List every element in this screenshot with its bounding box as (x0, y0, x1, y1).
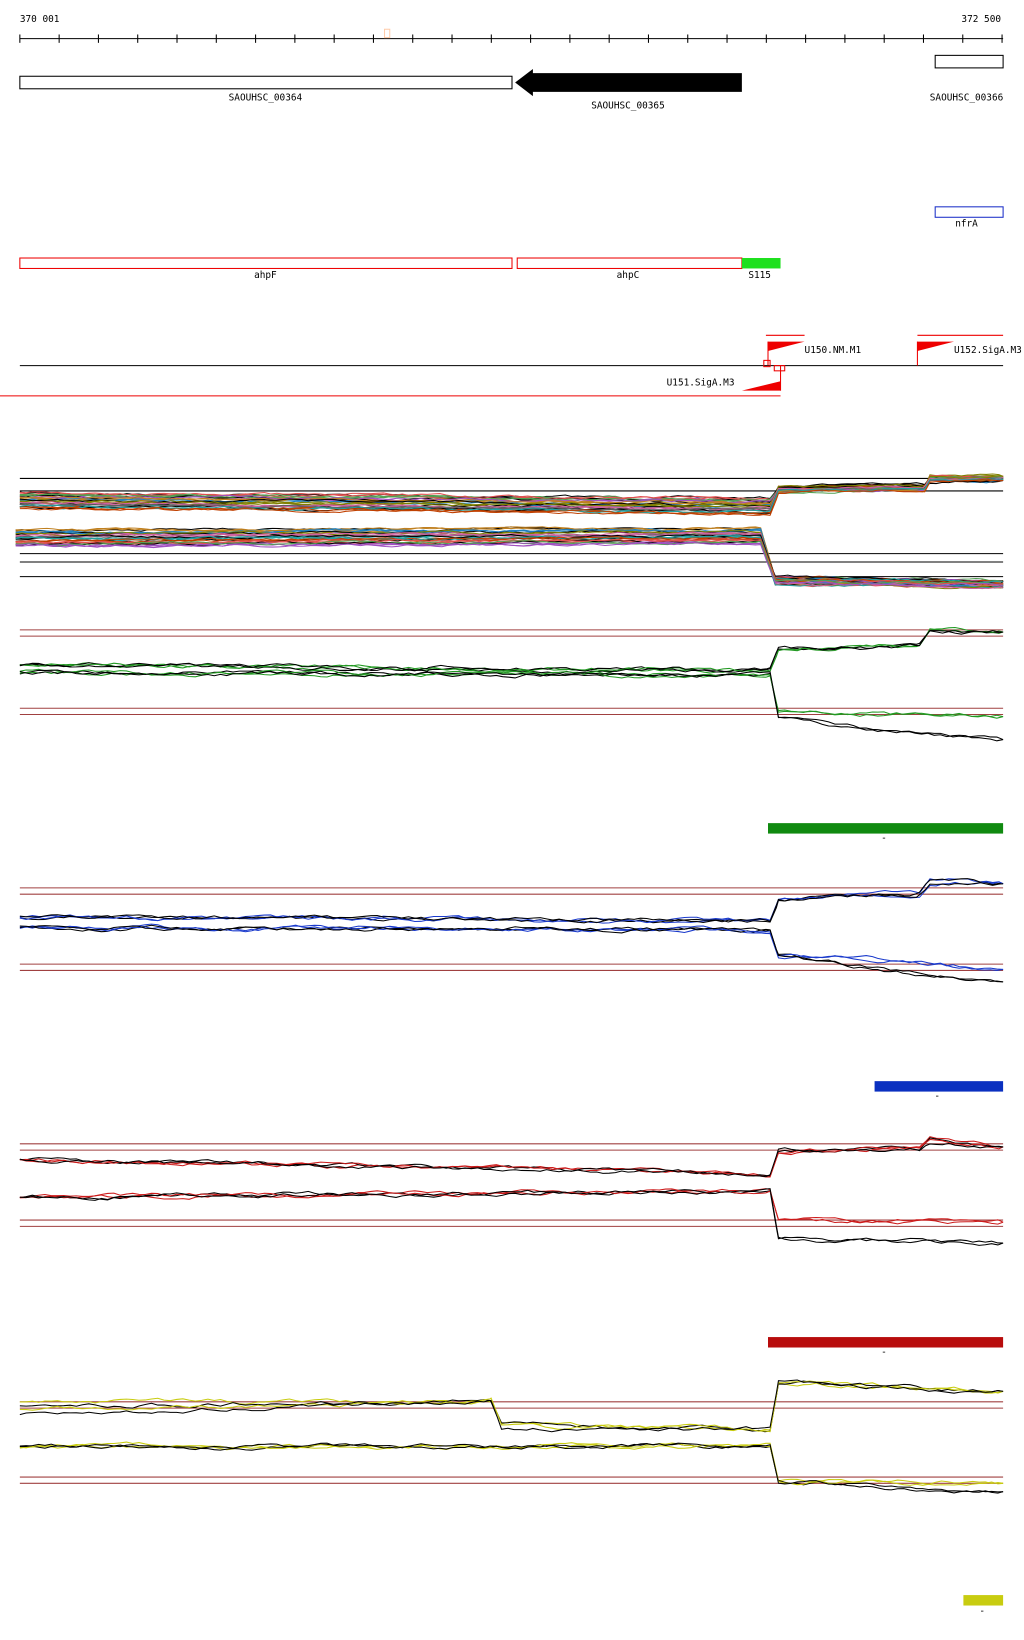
feature-box (19, 257, 513, 269)
gene-label: SAOUHSC_00364 (229, 92, 303, 103)
expression-trace (15, 539, 1004, 586)
promoters: U150.NM.M1 U152.SigA.M3 U151.SigA.M3 (0, 334, 1022, 397)
gene-box (934, 206, 1004, 218)
ruler-ticks (19, 34, 1003, 43)
gene-arrow (517, 73, 742, 92)
expression-trace (19, 1442, 1004, 1486)
gene-box (19, 75, 513, 90)
expression-trace (19, 629, 1004, 673)
expression-trace (19, 626, 1004, 674)
expression-trace (19, 476, 1004, 511)
promoter-marker (773, 365, 786, 372)
ruler: 370 001 372 500 (19, 14, 1004, 43)
expression-trace (19, 1379, 1004, 1433)
expression-trace (19, 668, 1004, 718)
expression-trace (19, 1188, 1004, 1244)
legend-label: - (881, 1347, 887, 1358)
expression-trace (19, 923, 1004, 970)
features: ahpF ahpC S115 (19, 257, 781, 281)
genes: SAOUHSC_00364 SAOUHSC_00365 SAOUHSC_0036… (19, 54, 1004, 230)
expression-trace (19, 1138, 1004, 1178)
expression-trace (15, 528, 1004, 585)
ruler-end: 372 500 (961, 14, 1001, 25)
legend-label: - (881, 833, 887, 844)
expression-trace (19, 628, 1004, 674)
ruler-start: 370 001 (20, 14, 60, 25)
gene-label: SAOUHSC_00365 (591, 101, 665, 112)
promoter-flag (741, 381, 781, 391)
feature-box (516, 257, 743, 269)
gene-label: nfrA (955, 219, 978, 230)
legend-bar (963, 1595, 1004, 1606)
expression-trace (19, 1188, 1004, 1225)
promoter-marker (763, 359, 771, 368)
legend-bar (874, 1081, 1004, 1092)
expression-trace (15, 542, 1004, 587)
promoter-label: U152.SigA.M3 (954, 345, 1022, 356)
expression-trace (19, 668, 1004, 719)
feature-label: S115 (748, 270, 771, 281)
promoter-label: U151.SigA.M3 (667, 377, 735, 388)
legend-bars: - - - - (768, 823, 1004, 1617)
feature-label: ahpC (617, 270, 640, 281)
legend-label: - (934, 1091, 940, 1102)
promoter-flag (768, 341, 805, 351)
ruler-marker (384, 28, 391, 39)
promoter-label: U150.NM.M1 (805, 345, 862, 356)
expression-trace (19, 878, 1004, 924)
gene-box (934, 54, 1004, 69)
expression-trace (19, 669, 1004, 742)
expression-trace (19, 1442, 1004, 1493)
expression-trace (19, 477, 1004, 512)
expression-trace (15, 526, 1004, 586)
expression-trace (19, 475, 1004, 507)
expression-trace (19, 1380, 1004, 1433)
legend-bar (768, 823, 1004, 834)
legend-bar (768, 1337, 1004, 1348)
expression-trace (19, 478, 1004, 516)
expression-trace (19, 882, 1004, 923)
expression-trace (19, 478, 1004, 514)
expression-trace (19, 924, 1004, 972)
expression-trace (19, 1142, 1004, 1178)
expression-traces (15, 473, 1004, 1494)
gene-arrow-head (515, 68, 533, 97)
expression-trace (19, 670, 1004, 741)
expression-trace (19, 924, 1004, 983)
expression-trace (19, 1189, 1004, 1246)
expression-trace (15, 533, 1004, 585)
expression-trace (19, 1442, 1004, 1494)
legend-label: - (979, 1606, 985, 1617)
expression-trace (19, 925, 1004, 983)
expression-trace (15, 536, 1004, 585)
feature-box (741, 258, 781, 269)
feature-label: ahpF (254, 270, 277, 281)
promoter-flag (917, 341, 954, 351)
gene-label: SAOUHSC_00366 (930, 92, 1004, 103)
